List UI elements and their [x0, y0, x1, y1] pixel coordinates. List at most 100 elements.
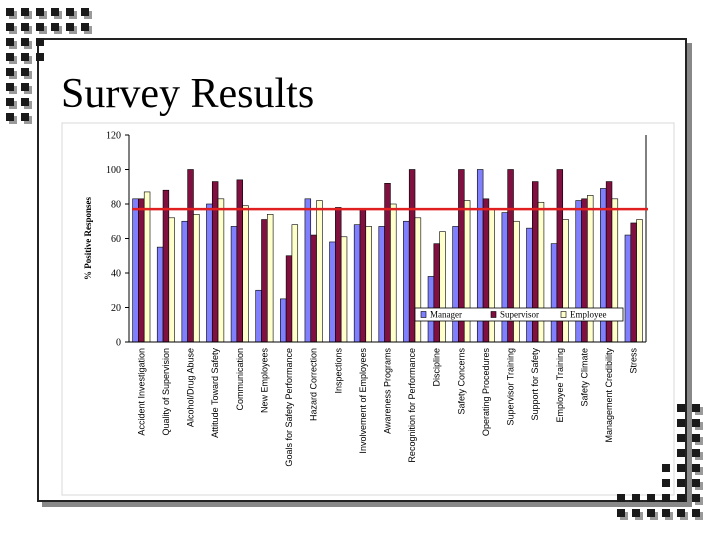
decorative-square: [6, 98, 17, 109]
decorative-square: [36, 53, 47, 64]
x-category-label: Attitude Toward Safety: [210, 348, 220, 438]
decorative-square: [647, 494, 658, 505]
decorative-square: [617, 494, 628, 505]
decorative-square: [81, 23, 92, 34]
x-category-label: Employee Training: [555, 348, 565, 423]
bar-manager: [329, 241, 336, 343]
bar-employee: [143, 191, 151, 343]
bar-chart: 0 20 40 60 80 100 120 % Positive Responses Accid…: [61, 122, 675, 496]
bar-employee: [242, 205, 249, 343]
y-tick-label: 100: [106, 165, 121, 176]
bar-manager: [353, 224, 361, 343]
bar-manager: [550, 243, 558, 343]
bar-supervisor: [335, 207, 342, 343]
decorative-square: [662, 479, 673, 490]
bar-manager: [403, 220, 410, 343]
bar-employee: [168, 217, 175, 343]
decorative-square: [677, 479, 688, 490]
decorative-square: [21, 83, 32, 94]
decorative-square: [6, 8, 17, 19]
decorative-square: [677, 419, 688, 430]
y-tick-label: 80: [111, 200, 121, 211]
slide-title: Survey Results: [61, 71, 315, 117]
decorative-square: [692, 479, 703, 490]
decorative-square: [692, 509, 703, 520]
bar-supervisor: [310, 234, 317, 343]
decorative-square: [36, 38, 47, 49]
decorative-square: [692, 494, 703, 505]
x-category-label: Support for Safety: [530, 348, 540, 421]
legend-label-manager: Manager: [430, 310, 462, 320]
decorative-square: [677, 494, 688, 505]
bar-employee: [291, 224, 299, 343]
y-tick-label: 120: [106, 131, 121, 142]
decorative-square: [6, 38, 17, 49]
decorative-square: [677, 509, 688, 520]
bar-manager: [206, 203, 213, 343]
y-tick-label: 40: [111, 269, 121, 280]
decorative-square: [677, 449, 688, 460]
x-category-label: Stress: [629, 348, 639, 374]
bar-employee: [513, 220, 520, 343]
legend-label-supervisor: Supervisor: [500, 310, 539, 320]
bar-supervisor: [211, 181, 219, 343]
bar-supervisor: [630, 222, 637, 343]
bar-manager: [526, 227, 533, 343]
bar-employee: [340, 236, 348, 343]
decorative-square: [662, 494, 673, 505]
bar-supervisor: [261, 219, 268, 343]
bar-employee: [390, 203, 397, 343]
y-tick-label: 20: [111, 303, 121, 314]
bar-manager: [132, 198, 139, 343]
decorative-square: [632, 494, 643, 505]
legend-swatch-supervisor: [490, 311, 497, 318]
bar-supervisor: [162, 189, 170, 343]
decorative-square: [6, 53, 17, 64]
decorative-square: [692, 419, 703, 430]
decorative-square: [21, 38, 32, 49]
y-axis-label: % Positive Responses: [83, 197, 93, 280]
x-category-label: Involvement of Employees: [358, 348, 368, 454]
bar-employee: [488, 208, 495, 343]
decorative-square: [51, 23, 62, 34]
bar-supervisor: [236, 179, 243, 343]
decorative-square: [66, 23, 77, 34]
decorative-square: [6, 113, 17, 124]
bar-manager: [452, 226, 459, 343]
x-category-label: Awareness Programs: [383, 348, 393, 434]
x-category-label: Operating Procedures: [481, 348, 491, 437]
x-category-label: Accident Investigation: [136, 348, 146, 436]
bar-manager: [230, 226, 238, 343]
bar-manager: [304, 198, 312, 343]
decorative-square: [677, 404, 688, 415]
decorative-square: [632, 509, 643, 520]
x-category-label: Recognition for Performance: [407, 348, 417, 463]
bar-supervisor: [285, 255, 293, 343]
bar-manager: [501, 212, 508, 343]
bar-employee: [193, 214, 200, 343]
bar-supervisor: [433, 243, 440, 343]
bar-employee: [414, 217, 422, 343]
legend-label-employee: Employee: [570, 310, 607, 320]
bar-manager: [181, 220, 188, 343]
decorative-square: [692, 449, 703, 460]
decorative-square: [692, 464, 703, 475]
decorative-square: [36, 8, 47, 19]
decorative-square: [677, 464, 688, 475]
bar-supervisor: [359, 208, 367, 343]
x-category-label: Communication: [235, 348, 245, 411]
x-category-label: Management Credibility: [604, 348, 614, 443]
decorative-square: [21, 53, 32, 64]
bar-manager: [378, 226, 385, 343]
decorative-square: [81, 8, 92, 19]
bar-supervisor: [384, 182, 391, 343]
bar-manager: [280, 298, 287, 343]
x-category-label: Quality of Supervision: [161, 348, 171, 436]
decorative-square: [21, 68, 32, 79]
x-category-label: Safety Concerns: [456, 348, 466, 415]
bar-supervisor: [187, 169, 194, 343]
decorative-square: [692, 434, 703, 445]
legend-swatch-manager: [420, 311, 427, 318]
decorative-square: [66, 8, 77, 19]
bar-employee: [636, 219, 643, 343]
